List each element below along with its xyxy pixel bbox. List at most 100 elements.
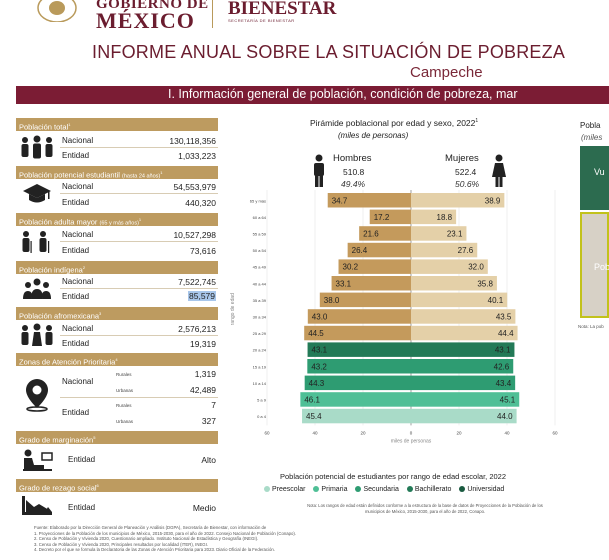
legend-title: Población potencial de estudiantes por r… [280,472,506,481]
age-tick-label: 40 a 44 [253,281,267,286]
chart-title: Pirámide poblacional por edad y sexo, 20… [310,118,479,128]
bar-label-mujeres: 23.1 [447,229,463,238]
age-tick-label: 0 a 4 [257,414,267,419]
bar-label-mujeres: 40.1 [488,296,504,305]
bar-hombres [319,292,411,308]
chart-legend: Preescolar Primaria Secundaria Bachiller… [258,486,504,493]
indigena-entidad-value: 85,579 [188,291,216,301]
bar-mujeres [411,226,467,241]
report-title: INFORME ANUAL SOBRE LA SITUACIÓN DE POBR… [92,42,566,62]
bar-mujeres [411,292,508,308]
adulta-nacional-label: Nacional [62,230,94,239]
age-tick-label: 35 a 39 [253,298,267,303]
estudiantil-entidad-value: 440,320 [185,198,216,208]
indigena-nacional-label: Nacional [62,277,94,286]
right-panel-note: Nota: La pob [578,324,604,329]
afro-entidad-value: 19,319 [190,339,216,349]
bar-hombres [302,408,411,424]
bar-label-hombres: 17.2 [374,213,390,222]
source-line: 1. Proyecciones de la Población de los m… [34,530,297,536]
bar-hombres [359,226,411,241]
legend-swatch-primaria [313,486,320,492]
mexico-label: MÉXICO [96,8,195,33]
bar-mujeres [411,242,478,258]
source-line: Fuente: Elaborado por la Dirección Gener… [34,525,267,530]
elderly-people-icon [22,231,50,253]
right-box2-label: Pob [594,262,609,272]
chart-subtitle: (miles de personas) [338,131,409,140]
bar-hombres [300,392,411,407]
population-pyramid-chart: rango de edad 34.7 38.9 65 y más 17.2 18.8 60 … [230,190,558,444]
bar-label-mujeres: 43.4 [496,379,512,388]
legend-label-universidad: Universidad [467,486,505,493]
legend-label-bachillerato: Bachillerato [414,486,452,493]
total-entidad-value: 1,033,223 [178,151,216,161]
legend-label-primaria: Primaria [321,486,348,493]
bar-label-mujeres: 38.9 [485,196,501,205]
section-rezago: Grado de rezago social6 [16,479,218,493]
bar-label-mujeres: 18.8 [437,213,453,222]
hombres-total: 510.8 [343,167,365,177]
sources-footnote: Fuente: Elaborado por la Dirección Gener… [34,525,296,553]
bar-label-hombres: 21.6 [363,229,379,238]
zap-nac-rurales-value: 1,319 [194,369,216,379]
divider [60,288,218,289]
mujeres-total: 522.4 [455,167,477,177]
chart-note: Nota: Los rangos de edad están definidos… [307,503,543,514]
section-estudiantil: Población potencial estudiantil (hasta 2… [16,166,218,180]
divider [60,241,218,242]
source-line: 3. Censo de Población y Vivienda 2020, P… [34,541,209,547]
divider [60,193,218,194]
right-panel-subtitle: (miles [581,133,603,142]
bar-hombres [304,375,411,391]
total-nacional-value: 130,118,356 [169,136,216,146]
x-tick-label: 20 [360,430,366,435]
age-tick-label: 10 a 14 [253,381,267,386]
afro-entidad-label: Entidad [62,339,90,348]
bar-label-hombres: 46.1 [304,395,320,404]
header-divider [212,0,213,28]
coat-of-arms-logo [37,0,77,22]
bar-label-mujeres: 43.1 [495,346,511,355]
adulta-entidad-value: 73,616 [190,246,216,256]
section-indigena: Población indígena2 [16,261,218,275]
age-tick-label: 60 a 64 [253,215,267,220]
bar-hombres [338,259,411,274]
bar-label-hombres: 44.5 [308,329,324,338]
zap-nac-urbanas-value: 42,489 [190,385,216,395]
legend-label-preescolar: Preescolar [272,486,306,493]
marginacion-value: Alto [201,455,216,465]
bar-mujeres [411,209,457,225]
x-tick-label: 60 [552,430,558,435]
mujeres-pct: 50.6% [455,179,480,189]
community-icon [23,278,51,299]
bar-mujeres [411,342,515,357]
bar-label-mujeres: 35.8 [477,279,493,288]
x-axis-label: miles de personas [391,438,432,444]
bar-label-hombres: 43.2 [311,362,327,371]
bienestar-subtitle: SECRETARÍA DE BIENESTAR [228,18,295,23]
location-pin-icon [26,379,48,412]
estudiantil-nacional-value: 54,553,979 [173,182,216,192]
bar-label-mujeres: 43.5 [496,312,512,321]
bar-label-mujeres: 32.0 [468,263,484,272]
bar-label-hombres: 43.1 [312,346,328,355]
bar-hombres [307,309,411,324]
x-tick-label: 0 [410,430,413,435]
section-bar [16,86,609,104]
bar-label-mujeres: 42.6 [494,362,510,371]
zap-urbanas-label: Urbanas [116,388,134,393]
age-tick-label: 30 a 34 [253,314,267,319]
indigena-nacional-value: 7,522,745 [178,277,216,287]
adulta-nacional-value: 10,527,298 [173,230,216,240]
bienestar-logo: BIENESTAR [228,0,337,19]
rezago-value: Medio [192,503,216,513]
bar-label-mujeres: 44.0 [497,412,513,421]
source-line: 2. Censo de Población y Vivienda 2020, C… [34,536,259,541]
bar-mujeres [411,359,514,374]
zap-nacional-label: Nacional [62,377,94,386]
hombres-pct: 49.4% [341,179,366,189]
bar-label-mujeres: 44.4 [498,329,514,338]
bar-label-hombres: 26.4 [352,246,368,255]
adulta-entidad-label: Entidad [62,246,90,255]
